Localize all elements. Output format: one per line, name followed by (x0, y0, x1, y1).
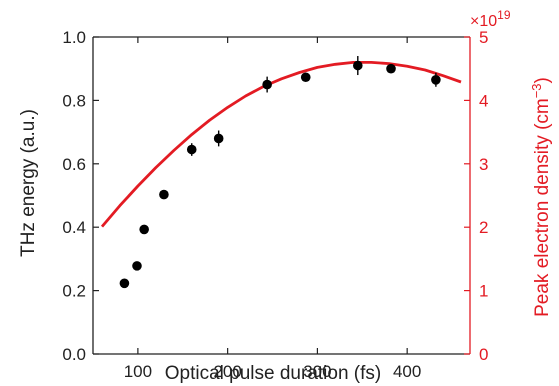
y2-multiplier: ×1019 (470, 8, 511, 30)
data-point (139, 224, 149, 235)
data-point (300, 72, 311, 83)
fit-curve-layer (100, 61, 462, 228)
data-point (262, 79, 272, 90)
fit-curve (100, 61, 462, 228)
y-axis-label: THz energy (a.u.) (18, 109, 39, 257)
axes: 100 200 300 400 0.0 0.2 0.4 0.6 0.8 1.0 0 1 2 3 4 5 (62, 28, 488, 381)
y2-axis-label: Peak electron density (cm−3) (529, 77, 553, 317)
x-tick-label: 400 (393, 362, 421, 381)
y2-tick-label: 0 (479, 345, 488, 364)
y-tick-label: 0.0 (62, 345, 86, 364)
x-tick-label: 100 (124, 362, 152, 381)
data-point (186, 144, 197, 155)
x-axis-label: Optical pulse duration (fs) (165, 363, 382, 384)
y2-multiplier-exp: 19 (497, 8, 511, 22)
y2-tick-label: 3 (479, 155, 488, 174)
data-point (132, 261, 142, 271)
y2-multiplier-base: ×10 (470, 13, 497, 30)
x-tick-label: 300 (303, 362, 331, 381)
y2-tick-label: 4 (479, 91, 488, 110)
y2-tick-label: 2 (479, 218, 488, 237)
data-point (213, 133, 224, 144)
y2-axis-label-end: ) (532, 77, 553, 83)
data-points-layer (119, 56, 441, 289)
y-tick-label: 0.8 (62, 91, 86, 110)
data-point (119, 278, 130, 289)
y2-axis-label-main: Peak electron density (cm (532, 98, 553, 317)
y2-tick-label: 5 (479, 28, 488, 47)
x-tick-label: 200 (213, 362, 241, 381)
y-tick-label: 0.2 (62, 282, 86, 301)
y2-axis-label-sup: −3 (529, 83, 544, 98)
data-point (431, 74, 441, 85)
data-point (159, 189, 169, 200)
y2-tick-label: 1 (479, 282, 488, 301)
y-tick-label: 1.0 (62, 28, 86, 47)
data-point (352, 60, 363, 71)
data-point (386, 63, 396, 74)
y-tick-label: 0.4 (62, 218, 86, 237)
labels: Optical pulse duration (fs) THz energy (… (18, 8, 553, 384)
y-tick-label: 0.6 (62, 155, 86, 174)
